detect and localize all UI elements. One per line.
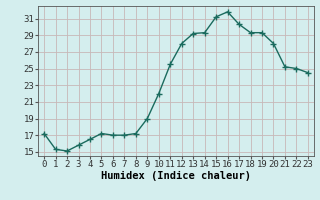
X-axis label: Humidex (Indice chaleur): Humidex (Indice chaleur) xyxy=(101,171,251,181)
